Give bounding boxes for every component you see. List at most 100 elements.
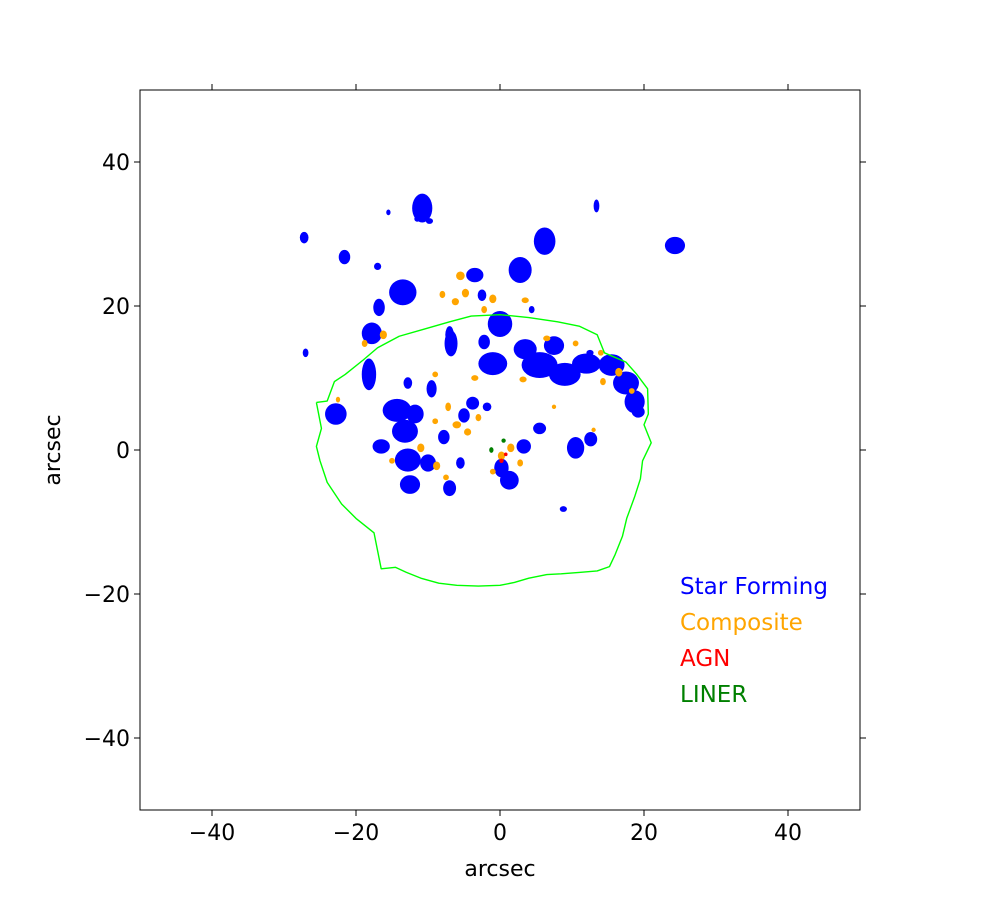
region-point (572, 340, 579, 347)
region-point (372, 439, 390, 454)
region-point (452, 421, 462, 429)
region-point (543, 336, 565, 355)
region-point (406, 404, 424, 424)
region-point (481, 306, 488, 314)
region-point (466, 396, 480, 410)
region-point (382, 398, 412, 422)
region-point (433, 461, 441, 471)
region-point (394, 448, 421, 472)
region-point (403, 377, 413, 389)
region-point (361, 339, 368, 348)
legend: Star Forming Composite AGN LINER (680, 574, 828, 708)
region-point (543, 335, 551, 342)
region-point (443, 480, 457, 497)
region-point (478, 352, 508, 376)
region-point (508, 257, 532, 283)
region-point (600, 378, 606, 386)
region-point (374, 262, 382, 270)
region-point (584, 432, 598, 447)
region-point (471, 375, 479, 381)
region-point (414, 216, 421, 222)
region-point (497, 451, 506, 461)
region-point (548, 362, 581, 386)
region-point (451, 298, 459, 306)
region-point (597, 349, 604, 356)
region-point (507, 443, 515, 453)
region-point (325, 403, 347, 425)
region-point (399, 475, 421, 494)
x-tick-label: 0 (493, 821, 507, 846)
region-point (464, 428, 472, 436)
x-tick-label: −40 (189, 821, 235, 846)
region-point (425, 218, 434, 224)
x-tick-label: 20 (630, 821, 658, 846)
region-point (501, 438, 506, 443)
region-point (591, 427, 596, 432)
region-point (335, 396, 341, 403)
region-point (379, 330, 387, 340)
region-point (533, 227, 556, 255)
region-point (443, 474, 449, 481)
region-point (420, 454, 436, 472)
region-point (458, 408, 470, 423)
region-point (521, 352, 558, 379)
region-point (386, 209, 391, 216)
region-point (503, 452, 508, 457)
region-point (466, 267, 484, 283)
series-composite (335, 271, 635, 481)
region-point (586, 349, 594, 356)
region-point (302, 348, 309, 358)
region-point (517, 459, 524, 467)
region-point (456, 271, 465, 281)
series-star-forming (299, 193, 686, 512)
region-point (444, 330, 458, 357)
series-agn (499, 452, 508, 463)
region-point (389, 279, 417, 306)
region-point (445, 402, 452, 412)
region-point (439, 290, 446, 299)
region-point (499, 458, 504, 463)
region-point (615, 367, 623, 377)
plot-marks (299, 193, 686, 512)
axis-ticks: −40 −20 0 20 40 −40 −20 0 20 40 (84, 84, 866, 846)
region-point (516, 439, 531, 454)
y-tick-label: 20 (102, 295, 130, 320)
region-point (528, 306, 535, 314)
legend-entry: Composite (680, 610, 803, 636)
region-point (593, 199, 600, 213)
region-point (361, 358, 377, 391)
region-point (361, 322, 382, 345)
y-tick-label: −40 (84, 727, 130, 752)
x-axis-label: arcsec (464, 857, 535, 882)
region-point (475, 414, 482, 422)
region-point (432, 371, 439, 378)
region-point (519, 376, 527, 383)
region-point (392, 419, 418, 443)
x-tick-label: 40 (774, 821, 802, 846)
region-point (551, 404, 557, 409)
region-point (566, 437, 585, 459)
y-axis-label: arcsec (41, 414, 66, 485)
region-point (456, 457, 465, 469)
region-point (489, 447, 494, 453)
region-point (489, 294, 497, 304)
region-point (487, 311, 513, 337)
region-point (299, 231, 309, 244)
region-point (482, 402, 492, 412)
region-point (338, 249, 351, 265)
region-point (426, 380, 437, 398)
region-point (477, 289, 487, 301)
legend-entry: Star Forming (680, 574, 828, 600)
legend-entry: AGN (680, 646, 730, 672)
legend-entry: LINER (680, 682, 747, 708)
region-point (432, 418, 439, 425)
region-point (389, 457, 395, 464)
region-point (572, 353, 601, 374)
region-point (438, 429, 450, 445)
y-tick-label: 40 (102, 151, 130, 176)
region-point (533, 422, 547, 435)
region-point (559, 506, 567, 512)
y-tick-label: −20 (84, 583, 130, 608)
x-tick-label: −20 (333, 821, 379, 846)
